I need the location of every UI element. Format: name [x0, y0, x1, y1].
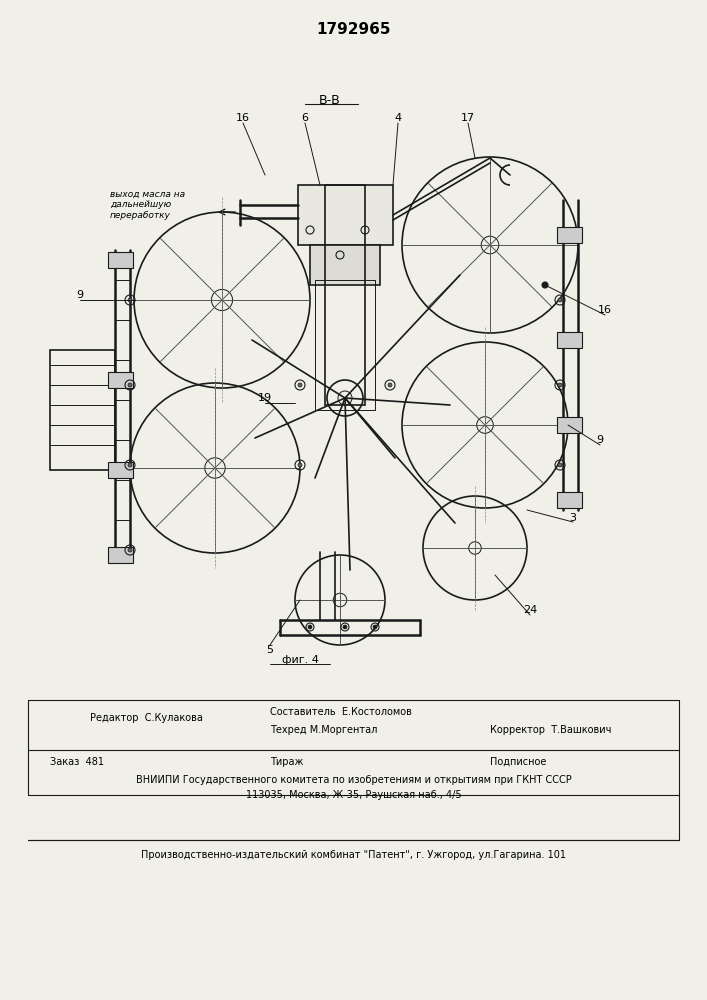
- Circle shape: [298, 463, 302, 467]
- Text: 9: 9: [597, 435, 604, 445]
- Text: 6: 6: [301, 113, 308, 123]
- Text: Составитель  Е.Костоломов: Составитель Е.Костоломов: [270, 707, 412, 717]
- Text: 19: 19: [258, 393, 272, 403]
- Circle shape: [558, 383, 562, 387]
- Text: 4: 4: [395, 113, 402, 123]
- Text: 5: 5: [267, 645, 274, 655]
- Text: Тираж: Тираж: [270, 757, 303, 767]
- Text: ВНИИПИ Государственного комитета по изобретениям и открытиям при ГКНТ СССР: ВНИИПИ Государственного комитета по изоб…: [136, 775, 572, 785]
- Text: Производственно-издательский комбинат "Патент", г. Ужгород, ул.Гагарина. 101: Производственно-издательский комбинат "П…: [141, 850, 566, 860]
- Text: 16: 16: [598, 305, 612, 315]
- Text: Подписное: Подписное: [490, 757, 547, 767]
- Circle shape: [388, 383, 392, 387]
- Bar: [108, 547, 133, 563]
- Circle shape: [128, 463, 132, 467]
- Circle shape: [558, 463, 562, 467]
- Text: 3: 3: [570, 513, 576, 523]
- Circle shape: [373, 625, 377, 629]
- Text: 113035, Москва, Ж-35, Раушская наб., 4/5: 113035, Москва, Ж-35, Раушская наб., 4/5: [246, 790, 462, 800]
- Text: 9: 9: [76, 290, 83, 300]
- Circle shape: [343, 625, 347, 629]
- Bar: [298, 185, 393, 245]
- Bar: [108, 252, 133, 268]
- Text: Техред М.Моргентал: Техред М.Моргентал: [270, 725, 378, 735]
- Bar: [315, 280, 375, 410]
- Text: В-В: В-В: [319, 94, 341, 106]
- Circle shape: [128, 548, 132, 552]
- Circle shape: [128, 298, 132, 302]
- Bar: [108, 372, 133, 388]
- Circle shape: [542, 282, 548, 288]
- Bar: [310, 245, 380, 285]
- Bar: [557, 417, 582, 433]
- Text: 1792965: 1792965: [317, 22, 391, 37]
- Text: Редактор  С.Кулакова: Редактор С.Кулакова: [90, 713, 203, 723]
- Circle shape: [308, 625, 312, 629]
- Text: выход масла на
дальнейшую
переработку: выход масла на дальнейшую переработку: [110, 190, 185, 220]
- Text: 16: 16: [236, 113, 250, 123]
- Bar: [557, 332, 582, 348]
- Circle shape: [128, 383, 132, 387]
- Bar: [325, 185, 365, 405]
- Bar: [108, 462, 133, 478]
- Bar: [557, 227, 582, 243]
- Text: фиг. 4: фиг. 4: [281, 655, 318, 665]
- Text: Заказ  481: Заказ 481: [50, 757, 104, 767]
- Text: Корректор  Т.Вашкович: Корректор Т.Вашкович: [490, 725, 612, 735]
- Text: 24: 24: [523, 605, 537, 615]
- Circle shape: [558, 298, 562, 302]
- Circle shape: [298, 383, 302, 387]
- Text: 17: 17: [461, 113, 475, 123]
- Bar: [50, 350, 115, 470]
- Bar: [557, 492, 582, 508]
